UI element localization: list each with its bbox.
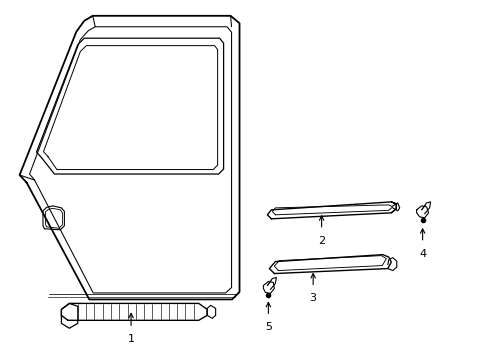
Text: 2: 2 [317,236,325,246]
Text: 3: 3 [309,293,316,303]
Text: 1: 1 [127,334,134,344]
Text: 4: 4 [418,249,426,259]
Text: 5: 5 [264,322,271,332]
